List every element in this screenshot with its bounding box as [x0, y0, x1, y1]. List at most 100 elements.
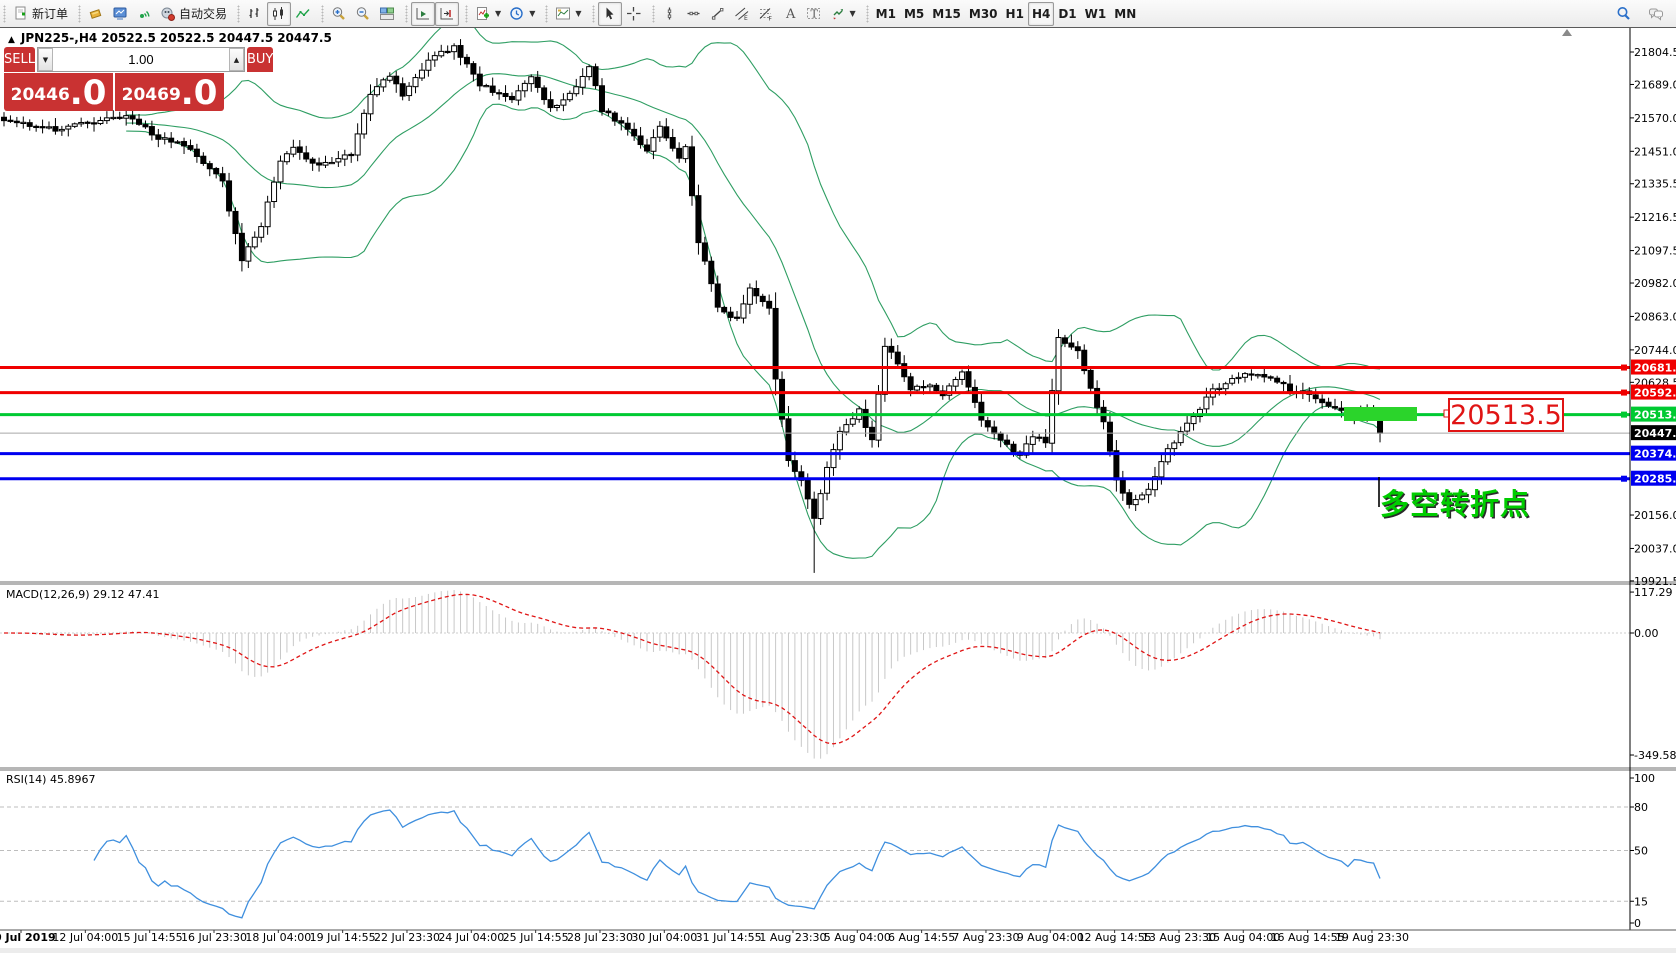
- svg-text:7 Aug 23:30: 7 Aug 23:30: [952, 931, 1019, 944]
- search-button[interactable]: [1612, 2, 1636, 26]
- toolbar-group: E F A T ▼: [649, 0, 863, 28]
- hline-button[interactable]: [682, 2, 706, 26]
- svg-text:50: 50: [1634, 845, 1648, 858]
- candlestick-button[interactable]: [267, 1, 292, 26]
- add-indicator-button[interactable]: ▼: [471, 2, 505, 26]
- button-label: M5: [903, 6, 925, 21]
- buy-button[interactable]: BUY: [246, 47, 274, 72]
- svg-text:20744.0: 20744.0: [1634, 344, 1676, 357]
- signals-button[interactable]: [132, 2, 156, 26]
- dropdown-caret-icon[interactable]: ▼: [849, 9, 856, 18]
- arrows-button[interactable]: ▼: [826, 2, 860, 26]
- rsi-name: RSI(14): [6, 773, 47, 786]
- button-label: M30: [968, 6, 998, 21]
- svg-text:21570.0: 21570.0: [1634, 112, 1676, 125]
- tf-m5-button[interactable]: M5: [900, 2, 928, 26]
- window-bottom-edge: [0, 948, 1676, 953]
- svg-text:21335.5: 21335.5: [1634, 178, 1676, 191]
- cursor-button[interactable]: [597, 1, 622, 26]
- dropdown-caret-icon[interactable]: ▼: [529, 9, 536, 18]
- tf-w1-button[interactable]: W1: [1081, 2, 1111, 26]
- price-callout-box[interactable]: 20513.5: [1448, 398, 1564, 432]
- toolbar-group: [234, 0, 318, 28]
- volume-input[interactable]: [52, 48, 229, 71]
- tf-m15-button[interactable]: M15: [928, 2, 965, 26]
- fibonacci-button[interactable]: F: [754, 2, 778, 26]
- dropdown-caret-icon[interactable]: ▼: [575, 9, 582, 18]
- candles-icon: [271, 6, 287, 22]
- svg-text:20447.5: 20447.5: [1634, 427, 1676, 440]
- svg-text:T: T: [810, 7, 818, 20]
- templates-button[interactable]: ▼: [551, 2, 585, 26]
- svg-text:100: 100: [1634, 772, 1655, 785]
- turning-point-annotation[interactable]: 多空转折点: [1380, 487, 1531, 521]
- vline-button[interactable]: [658, 2, 682, 26]
- svg-text:16 Aug 14:55: 16 Aug 14:55: [1271, 931, 1345, 944]
- svg-text:22 Jul 23:30: 22 Jul 23:30: [374, 931, 440, 944]
- hline-handle[interactable]: [1621, 364, 1627, 371]
- tf-m1-button[interactable]: M1: [872, 2, 900, 26]
- hline-handle[interactable]: [1621, 411, 1627, 418]
- toolbar-group: [589, 0, 649, 28]
- periods-button[interactable]: ▼: [505, 2, 539, 26]
- rsi-indicator-label: RSI(14) 45.8967: [6, 773, 95, 786]
- robot-icon: [160, 6, 176, 22]
- new-order-button[interactable]: 新订单: [9, 2, 72, 26]
- volume-increase-button[interactable]: ▲: [228, 48, 244, 71]
- toolbar-group: ▼: [542, 0, 588, 28]
- hline-handle[interactable]: [1621, 475, 1627, 482]
- text-button[interactable]: A: [778, 2, 802, 26]
- sell-price-box[interactable]: 20446.0: [4, 73, 113, 111]
- svg-text:20681.1: 20681.1: [1634, 362, 1676, 375]
- macd-main-value: 29.12: [93, 588, 125, 601]
- svg-text:9 Aug 04:00: 9 Aug 04:00: [1017, 931, 1084, 944]
- buy-price-fraction: .0: [180, 73, 218, 113]
- tile-windows-button[interactable]: [375, 2, 399, 26]
- market-watch-button[interactable]: [108, 2, 132, 26]
- tf-h4-button[interactable]: H4: [1027, 1, 1055, 26]
- svg-text:21451.0: 21451.0: [1634, 145, 1676, 158]
- sell-price-fraction: .0: [69, 73, 107, 113]
- button-label: 自动交易: [179, 7, 228, 21]
- doc-plus-icon: [13, 6, 29, 22]
- chart-shift-marker[interactable]: [1562, 29, 1572, 36]
- autotrade-button[interactable]: 自动交易: [156, 2, 231, 26]
- svg-text:A: A: [785, 7, 796, 22]
- tf-h1-button[interactable]: H1: [1002, 2, 1028, 26]
- svg-text:-349.58: -349.58: [1634, 749, 1676, 762]
- bar-chart-button[interactable]: [243, 2, 267, 26]
- svg-text:19 Jul 14:55: 19 Jul 14:55: [310, 931, 376, 944]
- one-click-trading-panel: SELL ▼ ▲ BUY 20446.0 20469.0: [4, 47, 274, 111]
- collapse-triangle-icon[interactable]: ▲: [8, 35, 15, 45]
- trendline-button[interactable]: [706, 2, 730, 26]
- crosshair-button[interactable]: [622, 2, 646, 26]
- close-value: 20447.5: [277, 31, 332, 45]
- svg-text:19 Aug 23:30: 19 Aug 23:30: [1335, 931, 1409, 944]
- volume-decrease-button[interactable]: ▼: [37, 48, 53, 71]
- chat-button[interactable]: [1644, 2, 1668, 26]
- zoom-in-icon: [331, 6, 347, 22]
- svg-text:15: 15: [1634, 895, 1648, 908]
- label-button[interactable]: T: [802, 2, 826, 26]
- dropdown-caret-icon[interactable]: ▼: [495, 9, 502, 18]
- auto-scroll-button[interactable]: [411, 1, 436, 26]
- deposit-button[interactable]: [84, 2, 108, 26]
- highlight-zone-rect[interactable]: [1344, 407, 1417, 421]
- zoom-in-button[interactable]: [327, 2, 351, 26]
- sell-button[interactable]: SELL: [4, 47, 35, 72]
- chart-shift-button[interactable]: [435, 1, 460, 26]
- channel-button[interactable]: E: [730, 2, 754, 26]
- line-chart-button[interactable]: [291, 2, 315, 26]
- hline-handle[interactable]: [1621, 389, 1627, 396]
- svg-text:19921.5: 19921.5: [1634, 575, 1676, 588]
- zoom-out-button[interactable]: [351, 2, 375, 26]
- buy-price-box[interactable]: 20469.0: [115, 73, 224, 111]
- svg-text:16 Jul 23:30: 16 Jul 23:30: [181, 931, 247, 944]
- svg-text:21689.0: 21689.0: [1634, 78, 1676, 91]
- tf-d1-button[interactable]: D1: [1054, 2, 1080, 26]
- svg-text:21216.5: 21216.5: [1634, 211, 1676, 224]
- svg-text:20592.0: 20592.0: [1634, 387, 1676, 400]
- tf-m30-button[interactable]: M30: [965, 2, 1002, 26]
- tf-mn-button[interactable]: MN: [1110, 2, 1140, 26]
